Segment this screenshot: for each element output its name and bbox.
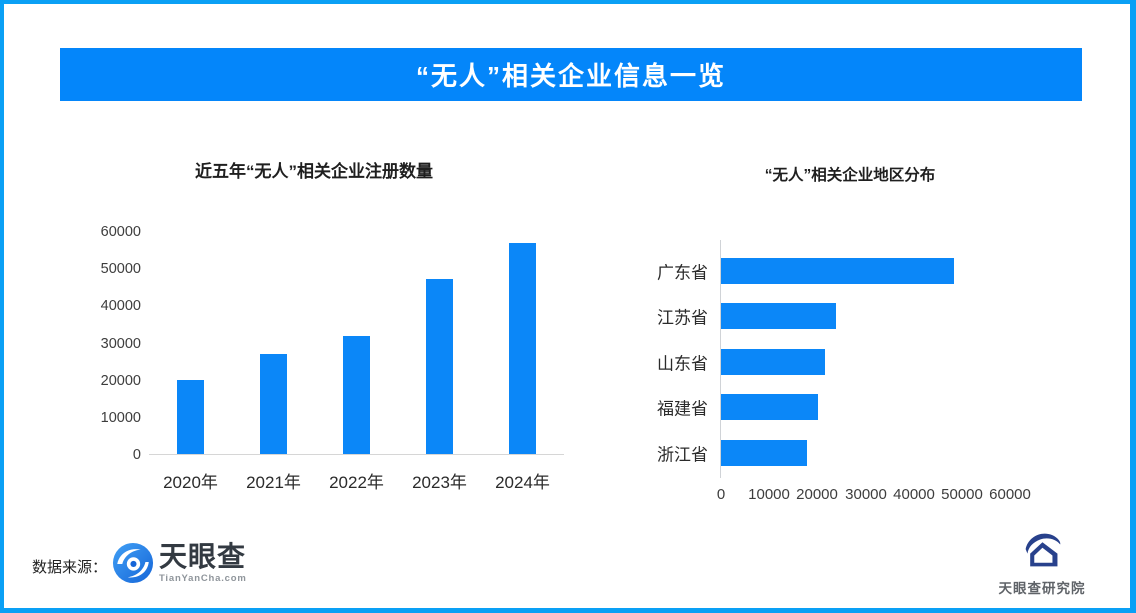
tianyancha-logo: 天眼查 TianYanCha.com [112,542,247,584]
regions-rows: 广东省江苏省山东省福建省浙江省 [640,248,1100,476]
region-bar-山东省 [721,348,825,375]
category-label: 浙江省 [657,445,708,465]
bar-row: 广东省 [640,248,1100,294]
regions-chart-title: “无人”相关企业地区分布 [764,167,936,184]
x-tick-label: 20000 [796,486,838,503]
x-axis-label: 2020年 [163,473,218,492]
x-axis-label: 2024年 [495,473,550,492]
regions-x-axis: 0 10000 20000 30000 40000 50000 60000 [640,486,1100,506]
x-tick-label: 0 [716,486,726,503]
column-bar-2023年 [426,279,453,454]
bar-row: 福建省 [640,385,1100,431]
region-bar-江苏省 [721,303,836,330]
title-banner: “无人”相关企业信息一览 [60,48,1082,101]
column-bar-2022年 [343,336,370,454]
category-label: 广东省 [657,263,708,283]
y-tick-label: 20000 [100,373,141,389]
x-tick-label: 10000 [748,486,790,503]
region-bar-浙江省 [721,439,807,466]
tianyancha-brand-text: 天眼查 [159,541,247,572]
bar-row: 浙江省 [640,430,1100,476]
region-bar-广东省 [721,257,954,284]
page-title: “无人”相关企业信息一览 [415,61,726,91]
regions-chart: 广东省江苏省山东省福建省浙江省 0 10000 20000 30000 40000 500… [640,240,1100,510]
x-axis-label: 2022年 [329,473,384,492]
research-institute-logo: 天眼查研究院 [987,530,1097,597]
column-bar-2024年 [509,243,536,454]
x-tick-label: 40000 [893,486,935,503]
registrations-x-axis: 2020年 2021年 2022年 2023年 2024年 [149,468,564,493]
tianyancha-eye-icon [112,542,154,584]
y-tick-label: 10000 [100,410,141,426]
bar-slot [232,232,315,454]
research-institute-label: 天眼查研究院 [998,581,1086,596]
bar-slot [149,232,232,454]
x-tick-label: 50000 [941,486,983,503]
x-axis-label: 2021年 [246,473,301,492]
registrations-chart-title: 近五年“无人”相关企业注册数量 [195,162,433,181]
registrations-chart: 2020年 2021年 2022年 2023年 2024年 0 10000 20000 300… [95,224,575,499]
column-bar-2021年 [260,354,287,454]
column-bar-2020年 [177,380,204,454]
tianyancha-domain-text: TianYanCha.com [159,573,247,584]
bar-slot [315,232,398,454]
bar-row: 江苏省 [640,294,1100,340]
research-institute-icon [1025,533,1061,567]
x-tick-label: 30000 [845,486,887,503]
data-source-label: 数据来源： [32,559,108,576]
x-tick-label: 60000 [989,486,1031,503]
tianyancha-wordmark: 天眼查 TianYanCha.com [159,541,247,585]
registrations-plot-area [149,232,564,455]
region-bar-福建省 [721,394,818,421]
y-tick-label: 60000 [100,224,141,240]
category-label: 福建省 [657,399,708,419]
category-label: 江苏省 [657,308,708,328]
regions-axis-line [720,240,721,478]
bar-slot [398,232,481,454]
y-tick-label: 40000 [100,298,141,314]
y-tick-label: 30000 [100,336,141,352]
x-axis-label: 2023年 [412,473,467,492]
bar-row: 山东省 [640,339,1100,385]
bar-slot [481,232,564,454]
y-tick-label: 0 [132,447,141,463]
y-tick-label: 50000 [100,261,141,277]
category-label: 山东省 [657,354,708,374]
